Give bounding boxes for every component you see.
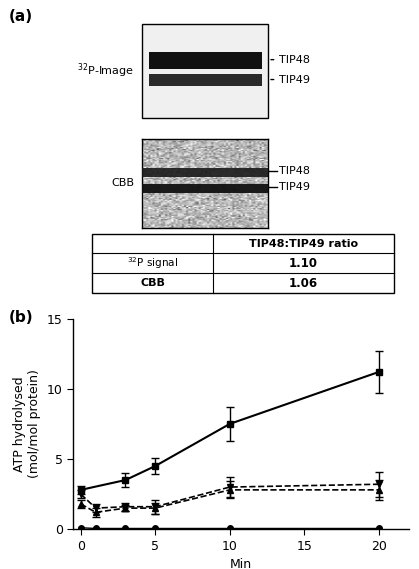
Bar xyxy=(149,52,262,69)
Bar xyxy=(142,24,268,118)
Text: (b): (b) xyxy=(8,310,33,325)
Text: 1.06: 1.06 xyxy=(289,277,318,290)
X-axis label: Min: Min xyxy=(230,558,252,569)
Bar xyxy=(92,234,394,293)
Text: $^{32}$P signal: $^{32}$P signal xyxy=(127,255,178,271)
Y-axis label: ATP hydrolysed
(mol/mol protein): ATP hydrolysed (mol/mol protein) xyxy=(13,369,41,479)
Bar xyxy=(142,184,268,193)
Text: $^{32}$P-Image: $^{32}$P-Image xyxy=(77,61,134,80)
Bar xyxy=(149,74,262,86)
Text: TIP48: TIP48 xyxy=(279,55,310,65)
Text: CBB: CBB xyxy=(140,278,165,288)
Text: TIP49: TIP49 xyxy=(279,75,310,85)
Text: 1.10: 1.10 xyxy=(289,257,318,270)
Text: TIP49: TIP49 xyxy=(279,182,310,192)
Text: CBB: CBB xyxy=(111,179,134,188)
Text: (a): (a) xyxy=(8,9,33,24)
Text: TIP48:TIP49 ratio: TIP48:TIP49 ratio xyxy=(249,238,358,249)
Bar xyxy=(142,168,268,177)
Text: TIP48: TIP48 xyxy=(279,166,310,176)
